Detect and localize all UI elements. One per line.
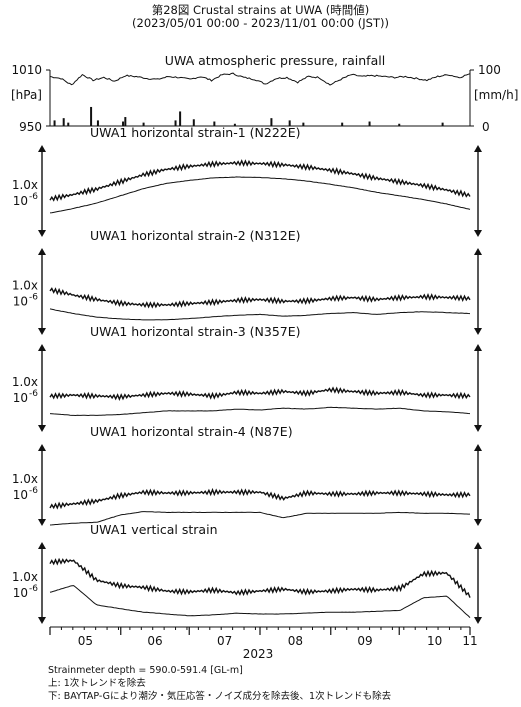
rainfall-bar [192,119,195,126]
rainfall-bar [142,122,145,126]
strain-right-axis-down-arrow [474,519,482,526]
strain-panel-title: UWA1 horizontal strain-2 (N312E) [90,228,301,243]
strain-scale-label: 1.0x [12,375,38,389]
strain-right-axis-up-arrow [474,444,482,451]
strain-lower-series-line [49,406,471,417]
footer-notes: Strainmeter depth = 590.0-591.4 [GL-m] 上… [48,664,391,703]
strain-left-axis-down-arrow [38,425,46,432]
strain-left-axis-down-arrow [38,519,46,526]
figure-title-line1: 第28図 Crustal strains at UWA (時間値) [151,3,370,17]
rainfall-bar [233,123,236,126]
rainfall-bar [62,118,65,126]
pressure-series-line [49,72,471,86]
strain-left-axis-up-arrow [38,444,46,451]
rainfall-bar [179,111,182,126]
strain-upper-series-line [49,287,471,309]
strain-right-axis-up-arrow [474,344,482,351]
rain-unit-label: [mm/h] [474,88,518,102]
figure-title: 第28図 Crustal strains at UWA (時間値) (2023/… [0,4,521,30]
strain-scale-label: 1.0x [12,279,38,293]
time-year-label: 2023 [243,647,274,660]
rainfall-bar [341,122,344,126]
strain-right-axis-up-arrow [474,248,482,255]
strain-scale-exponent: 10 [13,586,28,600]
strain-lower-series-line [49,176,471,214]
time-tick-label: 07 [217,634,232,648]
strain-lower-series-line [49,308,471,321]
strain-left-axis-down-arrow [38,328,46,335]
figure-title-line2: (2023/05/01 00:00 - 2023/11/01 00:00 (JS… [132,16,389,30]
strain-right-axis-down-arrow [474,328,482,335]
strain-scale-superscript: -6 [29,486,38,496]
rainfall-bar [124,117,127,126]
rainfall-bar [270,118,273,126]
time-tick-label: 05 [78,634,93,648]
strain-scale-superscript: -6 [29,293,38,303]
time-tick-label: 11 [462,634,477,648]
strain-right-axis-up-arrow [474,145,482,152]
strain-upper-series-line [49,159,471,202]
strain-panel-title: UWA1 horizontal strain-3 (N357E) [90,324,301,339]
depth-note: Strainmeter depth = 590.0-591.4 [GL-m] [48,665,243,676]
rainfall-bar [96,120,99,126]
strain-right-axis-up-arrow [474,542,482,549]
strain-scale-superscript: -6 [29,389,38,399]
time-tick-label: 09 [357,634,372,648]
rainfall-bar [441,122,444,126]
time-tick-label: 10 [427,634,442,648]
strain-scale-exponent: 10 [13,295,28,309]
lower-trace-note: 下: BAYTAP-Gにより潮汐・気圧応答・ノイズ成分を除去後、1次トレンドも除… [48,691,392,702]
strain-scale-label: 1.0x [12,178,38,192]
pressure-tick-label-max: 1010 [11,63,42,77]
strain-upper-series-line [49,557,471,598]
rainfall-bar [368,121,371,126]
strain-right-axis-down-arrow [474,617,482,624]
rainfall-bar [53,120,56,126]
rainfall-bar [213,121,216,126]
strain-left-axis-up-arrow [38,344,46,351]
rainfall-bar [398,123,401,126]
strain-scale-exponent: 10 [13,391,28,405]
strain-panel-title: UWA1 horizontal strain-4 (N87E) [90,424,293,439]
strain-scale-label: 1.0x [12,570,38,584]
rainfall-bar [90,106,93,126]
rainfall-bar [302,122,305,126]
strain-upper-series-line [49,487,471,510]
strain-scale-label: 1.0x [12,472,38,486]
time-tick-label: 06 [147,634,162,648]
upper-trace-note: 上: 1次トレンドを除去 [48,678,146,689]
strain-right-axis-down-arrow [474,425,482,432]
rain-tick-label-max: 100 [478,63,501,77]
strain-scale-exponent: 10 [13,194,28,208]
rainfall-bar [174,120,177,126]
strain-left-axis-up-arrow [38,542,46,549]
strain-left-axis-up-arrow [38,145,46,152]
strain-scale-exponent: 10 [13,488,28,502]
strain-left-axis-down-arrow [38,617,46,624]
strain-left-axis-down-arrow [38,230,46,237]
rainfall-bar [288,120,291,126]
rainfall-bar [67,122,70,126]
strain-left-axis-up-arrow [38,248,46,255]
pressure-unit-label: [hPa] [11,88,42,102]
strain-lower-series-line [49,511,470,526]
strain-scale-superscript: -6 [29,192,38,202]
time-tick-label: 08 [288,634,303,648]
strain-scale-superscript: -6 [29,584,38,594]
strain-chart: UWA atmospheric pressure, rainfall1010[h… [11,53,518,660]
rainfall-bar [122,121,125,126]
pressure-panel-title: UWA atmospheric pressure, rainfall [165,53,385,68]
strain-right-axis-down-arrow [474,230,482,237]
strain-lower-series-line [49,585,471,618]
strain-upper-series-line [49,386,471,402]
strain-panel-title: UWA1 vertical strain [90,522,218,537]
pressure-tick-label-min: 950 [19,120,42,134]
strain-panel-title: UWA1 horizontal strain-1 (N222E) [90,125,301,140]
rain-tick-label-min: 0 [482,120,490,134]
